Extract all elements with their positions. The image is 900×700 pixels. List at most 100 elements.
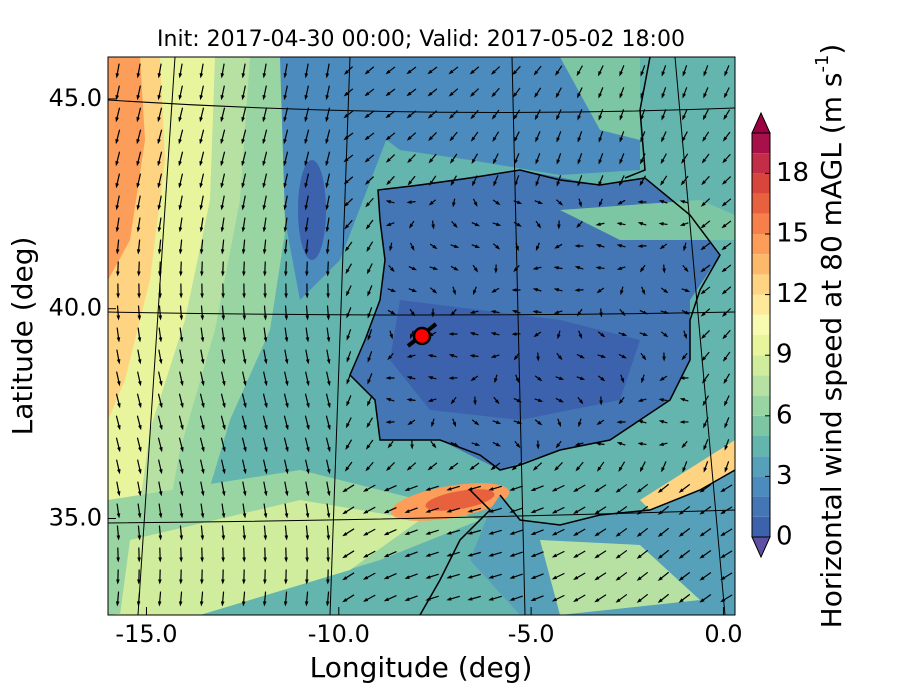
wind-arrow-head	[657, 598, 663, 603]
wind-arrow-head	[410, 444, 414, 450]
graticule	[108, 57, 735, 615]
wind-arrow-head	[406, 136, 412, 141]
wind-arrow-head	[263, 315, 268, 321]
wind-arrow-head	[342, 510, 348, 515]
wind-arrow-head	[404, 597, 410, 601]
wind-arrow-head	[469, 69, 475, 75]
colorbar-under	[751, 536, 771, 559]
wind-arrow-head	[619, 159, 623, 165]
wind-arrow-head	[491, 114, 497, 120]
colorbar-band	[752, 496, 770, 517]
colorbar-label-close: )	[815, 44, 848, 55]
wind-arrow-head	[383, 509, 390, 514]
wind-arrow-head	[471, 158, 476, 165]
wind-arrow-head	[263, 535, 268, 541]
wind-arrow-head	[663, 332, 669, 338]
wind-arrow-head	[159, 446, 163, 453]
wind-arrow-head	[534, 92, 539, 98]
wind-arrow-head	[530, 487, 536, 491]
wind-arrow-head	[701, 158, 707, 164]
wind-arrow-head	[637, 398, 644, 402]
wind-arrow-head	[530, 575, 536, 579]
wind-arrow-head	[201, 402, 205, 409]
wind-arrow-head	[642, 332, 649, 336]
y-tick-label: 40.0	[49, 294, 102, 322]
wind-arrow-head	[220, 227, 225, 233]
wind-arrow-head	[490, 465, 496, 471]
wind-arrow-head	[241, 249, 246, 255]
wind-arrow-head	[573, 575, 579, 580]
wind-arrow-head	[573, 531, 579, 536]
wind-arrow-head	[618, 181, 623, 187]
wind-arrow-head	[551, 509, 558, 514]
wind-arrow-head	[390, 310, 396, 315]
wind-arrow-head	[305, 381, 310, 387]
wind-arrow-head	[343, 70, 349, 75]
wind-arrow-head	[636, 488, 642, 493]
wind-arrow-head	[406, 398, 412, 402]
wind-arrow-head	[222, 469, 226, 475]
wind-arrow-head	[220, 73, 225, 79]
wind-arrow-head	[467, 487, 473, 491]
wind-arrow-head	[262, 160, 266, 167]
wind-arrow-head	[263, 513, 268, 519]
wind-arrow-head	[724, 445, 729, 451]
wind-arrow-head	[304, 227, 309, 233]
wind-arrow-head	[557, 355, 563, 361]
wind-arrow-head	[453, 223, 458, 229]
wind-arrow-head	[578, 399, 584, 405]
wind-arrow-head	[574, 266, 581, 270]
wind-arrow-head	[533, 332, 539, 338]
wind-arrow-head	[365, 466, 371, 472]
wind-arrow-head	[615, 576, 621, 581]
wind-arrow-head	[532, 310, 538, 314]
wind-arrow-head	[116, 337, 121, 343]
wind-arrow-head	[179, 381, 184, 387]
wind-arrow-head	[342, 532, 348, 537]
wind-arrow-head	[222, 424, 226, 431]
wind-arrow-head	[637, 420, 644, 424]
wind-arrow-head	[385, 398, 392, 402]
wind-arrow-head	[555, 70, 560, 76]
wind-arrow-head	[344, 246, 350, 252]
colorbar-tick-label: 12	[776, 279, 809, 309]
wind-arrow-head	[178, 116, 182, 123]
field-patch	[108, 57, 145, 280]
wind-arrow-head	[220, 601, 225, 607]
wind-arrow-head	[179, 557, 183, 563]
wind-arrow-head	[488, 575, 494, 579]
wind-arrow-head	[159, 424, 163, 431]
wind-arrow-head	[472, 289, 477, 296]
wind-arrow-head	[513, 267, 519, 273]
wind-arrow-head	[619, 137, 624, 143]
wind-arrow-head	[488, 531, 494, 535]
wind-arrow-head	[367, 291, 371, 297]
wind-arrow-head	[117, 424, 121, 431]
wind-arrow-head	[180, 446, 184, 453]
wind-arrow-head	[304, 205, 309, 211]
wind-arrow-head	[116, 271, 120, 277]
wind-arrow-head	[409, 333, 414, 340]
wind-arrow-head	[325, 95, 330, 101]
wind-arrow-head	[721, 201, 727, 207]
wind-arrow-head	[221, 557, 225, 563]
wind-arrow-head	[262, 249, 267, 255]
wind-arrow-head	[116, 491, 121, 497]
wind-arrow-head	[641, 289, 646, 296]
wind-arrow-head	[573, 487, 579, 492]
wind-arrow-head	[657, 488, 663, 493]
wind-arrow-head	[220, 160, 224, 167]
wind-arrow-head	[551, 597, 558, 602]
wind-arrow-head	[362, 487, 369, 492]
wind-arrow-head	[554, 244, 560, 249]
wind-arrow-head	[221, 271, 225, 277]
axes: -15.0 -10.0 -5.0 0.0 35.0 40.0 45.0	[49, 84, 743, 648]
wind-arrow-head	[367, 335, 372, 341]
wind-arrow-head	[116, 381, 121, 387]
wind-arrow-head	[532, 288, 539, 292]
wind-arrow-head	[326, 557, 330, 563]
wind-arrow-head	[158, 293, 162, 299]
wind-arrow-head	[199, 73, 204, 79]
y-tick-label: 45.0	[49, 84, 102, 112]
wind-arrow-head	[221, 491, 226, 497]
